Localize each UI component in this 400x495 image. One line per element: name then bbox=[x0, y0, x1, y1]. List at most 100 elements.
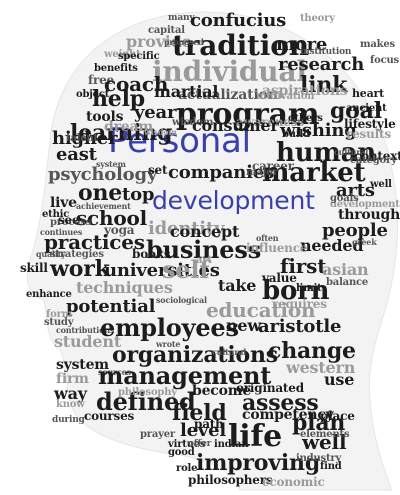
cloud-word: practices bbox=[44, 230, 145, 254]
cloud-word: capital bbox=[148, 25, 185, 36]
cloud-word: find bbox=[320, 461, 342, 472]
cloud-word: courses bbox=[84, 409, 135, 423]
cloud-word: education bbox=[206, 298, 316, 322]
cloud-word: new bbox=[226, 316, 261, 335]
cloud-word: self bbox=[162, 255, 210, 284]
cloud-word: people bbox=[322, 220, 388, 241]
cloud-word: many bbox=[168, 13, 195, 23]
cloud-word: sources bbox=[98, 367, 131, 377]
cloud-word: live bbox=[50, 195, 77, 211]
cloud-word: potential bbox=[66, 296, 156, 317]
cloud-word: career bbox=[252, 159, 294, 173]
cloud-word: needed bbox=[300, 236, 364, 255]
cloud-word: work bbox=[50, 256, 110, 282]
cloud-word: role bbox=[176, 463, 198, 474]
cloud-word: use bbox=[324, 370, 355, 389]
cloud-word: results bbox=[346, 127, 391, 141]
cloud-word: contributions bbox=[56, 325, 115, 335]
cloud-word: concept bbox=[170, 222, 240, 241]
cloud-word: set bbox=[148, 163, 168, 177]
cloud-word: competency bbox=[242, 407, 334, 423]
cloud-word: development bbox=[330, 199, 400, 210]
cloud-word: build bbox=[282, 129, 310, 140]
cloud-word: field bbox=[172, 400, 227, 426]
cloud-word: techniques bbox=[76, 278, 173, 297]
cloud-word: plan bbox=[292, 410, 346, 436]
cloud-word: continues bbox=[40, 227, 83, 237]
cloud-word: during bbox=[52, 415, 85, 425]
cloud-word: take bbox=[218, 276, 257, 295]
cloud-word: psychology bbox=[48, 164, 158, 185]
cloud-word: major bbox=[246, 167, 278, 178]
cloud-word: quality bbox=[36, 249, 66, 259]
cloud-word: weight bbox=[104, 49, 141, 60]
cloud-word: context bbox=[354, 149, 400, 163]
cloud-word: system bbox=[96, 159, 126, 169]
cloud-word: talent bbox=[66, 133, 98, 144]
cloud-word: tools bbox=[86, 109, 124, 125]
cloud-word: level bbox=[180, 420, 227, 441]
cloud-word: employees bbox=[100, 313, 239, 342]
cloud-word: well bbox=[370, 179, 392, 190]
cloud-word: form bbox=[46, 309, 73, 320]
cloud-word: object bbox=[76, 89, 110, 100]
cloud-word: management bbox=[98, 361, 272, 390]
cloud-word: theory bbox=[300, 13, 335, 24]
cloud-word: indian bbox=[214, 439, 249, 450]
cloud-word: year bbox=[134, 102, 177, 123]
cloud-word: heart bbox=[352, 87, 385, 100]
cloud-word: balance bbox=[326, 277, 369, 288]
cloud-word: skill bbox=[20, 261, 48, 275]
cloud-word: motivation bbox=[256, 91, 315, 102]
cloud-word: art bbox=[196, 255, 212, 266]
cloud-word: system bbox=[56, 357, 109, 373]
cloud-word: achievement bbox=[76, 201, 131, 211]
cloud-word: philosophy bbox=[118, 387, 177, 398]
cloud-word: cultural bbox=[334, 147, 369, 157]
head-outline bbox=[26, 11, 399, 491]
cloud-word: know bbox=[56, 399, 85, 410]
cloud-word: arts bbox=[336, 180, 375, 201]
cloud-word: western bbox=[286, 358, 356, 377]
cloud-word: assess bbox=[242, 390, 319, 416]
cloud-word: consumer bbox=[192, 116, 279, 135]
cloud-word: defined bbox=[96, 387, 196, 416]
cloud-word: coach bbox=[104, 72, 169, 96]
cloud-word: ancient bbox=[346, 103, 387, 114]
cloud-word: become bbox=[192, 383, 252, 399]
cloud-word: well bbox=[302, 430, 347, 454]
cloud-word: wrote bbox=[156, 339, 181, 349]
cloud-word: value bbox=[262, 271, 297, 285]
cloud-word: requires bbox=[272, 297, 327, 311]
cloud-word: business bbox=[146, 235, 262, 264]
cloud-word: improving bbox=[196, 450, 321, 476]
title-word-development: development bbox=[152, 186, 315, 215]
cloud-word: place bbox=[320, 409, 355, 423]
cloud-word: aristotle bbox=[258, 316, 342, 337]
cloud-word: east bbox=[56, 144, 97, 165]
cloud-word: human bbox=[276, 138, 377, 168]
cloud-word: market bbox=[262, 158, 366, 188]
cloud-word: free bbox=[88, 73, 114, 87]
cloud-word: school bbox=[76, 206, 148, 230]
cloud-word: cultural bbox=[212, 347, 247, 357]
cloud-word: ethic bbox=[42, 209, 70, 220]
cloud-word: individual bbox=[152, 55, 307, 88]
cloud-word: process bbox=[50, 217, 92, 228]
cloud-word: wisdom bbox=[144, 127, 177, 137]
cloud-word: universities bbox=[104, 260, 220, 281]
cloud-word: first bbox=[280, 254, 327, 278]
cloud-word: sociological bbox=[156, 295, 207, 305]
cloud-word: way bbox=[54, 384, 87, 403]
cloud-word: greek bbox=[352, 237, 377, 247]
cloud-word: books bbox=[132, 247, 171, 261]
cloud-word: economic bbox=[262, 475, 325, 489]
cloud-word: one bbox=[78, 180, 123, 206]
cloud-word: good bbox=[168, 447, 195, 458]
cloud-word: provide bbox=[126, 32, 192, 51]
cloud-word: limit bbox=[296, 283, 322, 294]
cloud-word: student bbox=[54, 332, 122, 351]
cloud-word: wisdom bbox=[172, 117, 214, 128]
cloud-word: dream bbox=[104, 119, 153, 135]
